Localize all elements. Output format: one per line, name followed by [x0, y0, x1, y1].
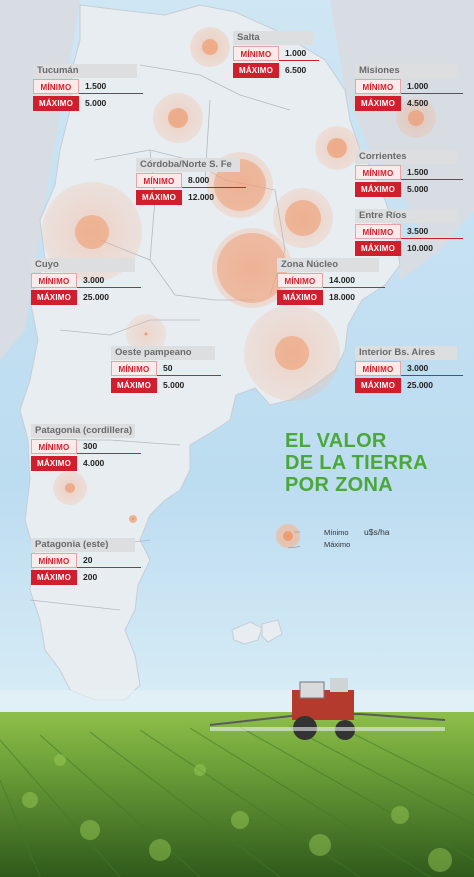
max-value: 4.500 — [407, 98, 429, 108]
min-value: 14.000 — [329, 275, 355, 285]
zone-box: Cuyo MÍNIMO 3.000 MÁXIMO 25.000 — [31, 258, 141, 306]
zone-box: Córdoba/Norte S. Fe MÍNIMO 8.000 MÁXIMO 12… — [136, 158, 246, 206]
zone-name: Córdoba/Norte S. Fe — [136, 158, 240, 172]
max-badge: MÁXIMO — [33, 96, 79, 111]
zone-name: Patagonia (este) — [31, 538, 135, 552]
min-badge: MÍNIMO — [355, 79, 401, 94]
min-value: 1.500 — [85, 81, 107, 91]
min-badge: MÍNIMO — [31, 553, 77, 568]
islands — [231, 619, 283, 645]
max-value: 18.000 — [329, 292, 355, 302]
max-badge: MÁXIMO — [277, 290, 323, 305]
max-badge: MÁXIMO — [31, 570, 77, 585]
zone-name: Misiones — [355, 64, 457, 78]
zone-box: Patagonia (este) MÍNIMO 20 MÁXIMO 200 — [31, 538, 141, 586]
max-value: 5.000 — [85, 98, 107, 108]
max-badge: MÁXIMO — [355, 96, 401, 111]
min-badge: MÍNIMO — [233, 46, 279, 61]
zone-name: Tucumán — [33, 64, 137, 78]
max-badge: MÁXIMO — [355, 378, 401, 393]
tractor — [209, 678, 446, 740]
min-value: 3.000 — [407, 363, 429, 373]
legend-min-label: Mínimo — [324, 528, 349, 537]
max-value: 4.000 — [83, 458, 105, 468]
crop-rows — [0, 726, 474, 877]
min-value: 1.000 — [285, 48, 307, 58]
min-badge: MÍNIMO — [31, 273, 77, 288]
crop-leaves — [22, 754, 452, 872]
zone-name: Interior Bs. Aires — [355, 346, 457, 360]
zone-name: Corrientes — [355, 150, 457, 164]
min-value: 8.000 — [188, 175, 210, 185]
zone-box: Interior Bs. Aires MÍNIMO 3.000 MÁXIMO 25.… — [355, 346, 463, 394]
zone-name: Salta — [233, 31, 313, 45]
zone-box: Patagonia (cordillera) MÍNIMO 300 MÁXIMO 4… — [31, 424, 141, 472]
max-badge: MÁXIMO — [233, 63, 279, 78]
zone-name: Patagonia (cordillera) — [31, 424, 135, 438]
zone-name: Cuyo — [31, 258, 135, 272]
legend-circles-icon — [276, 524, 300, 549]
min-value: 1.000 — [407, 81, 429, 91]
max-badge: MÁXIMO — [355, 182, 401, 197]
max-badge: MÁXIMO — [31, 290, 77, 305]
min-badge: MÍNIMO — [136, 173, 182, 188]
max-value: 200 — [83, 572, 98, 582]
min-value: 20 — [83, 555, 93, 565]
min-value: 3.000 — [83, 275, 105, 285]
zone-box: Entre Ríos MÍNIMO 3.500 MÁXIMO 10.000 — [355, 209, 463, 257]
zone-box: Salta MÍNIMO 1.000 MÁXIMO 6.500 — [233, 31, 319, 79]
max-value: 25.000 — [83, 292, 109, 302]
max-value: 5.000 — [407, 184, 429, 194]
headline-line-2: DE LA TIERRA — [285, 452, 428, 474]
headline-line-3: POR ZONA — [285, 474, 393, 496]
min-badge: MÍNIMO — [355, 165, 401, 180]
max-value: 12.000 — [188, 192, 214, 202]
min-badge: MÍNIMO — [277, 273, 323, 288]
min-value: 1.500 — [407, 167, 429, 177]
min-badge: MÍNIMO — [111, 361, 157, 376]
zone-box: Oeste pampeano MÍNIMO 50 MÁXIMO 5.000 — [111, 346, 221, 394]
zone-box: Corrientes MÍNIMO 1.500 MÁXIMO 5.000 — [355, 150, 463, 198]
max-badge: MÁXIMO — [111, 378, 157, 393]
max-value: 6.500 — [285, 65, 307, 75]
zone-name: Entre Ríos — [355, 209, 457, 223]
min-value: 3.500 — [407, 226, 429, 236]
min-value: 300 — [83, 441, 98, 451]
min-badge: MÍNIMO — [31, 439, 77, 454]
min-value: 50 — [163, 363, 173, 373]
min-badge: MÍNIMO — [355, 361, 401, 376]
legend-max-label: Máximo — [324, 540, 351, 549]
max-badge: MÁXIMO — [136, 190, 182, 205]
headline-line-1: EL VALOR — [285, 430, 387, 452]
legend-unit: u$s/ha — [364, 527, 390, 537]
zone-box: Zona Núcleo MÍNIMO 14.000 MÁXIMO 18.000 — [277, 258, 385, 306]
min-badge: MÍNIMO — [33, 79, 79, 94]
min-badge: MÍNIMO — [355, 224, 401, 239]
max-value: 5.000 — [163, 380, 185, 390]
legend: Mínimo Máximo u$s/ha — [266, 522, 436, 556]
zone-name: Zona Núcleo — [277, 258, 379, 272]
zone-box: Tucumán MÍNIMO 1.500 MÁXIMO 5.000 — [33, 64, 143, 112]
max-badge: MÁXIMO — [31, 456, 77, 471]
zone-box: Misiones MÍNIMO 1.000 MÁXIMO 4.500 — [355, 64, 463, 112]
zone-name: Oeste pampeano — [111, 346, 215, 360]
value-bubbles — [42, 27, 436, 523]
max-badge: MÁXIMO — [355, 241, 401, 256]
headline: EL VALOR DE LA TIERRA POR ZONA — [285, 430, 428, 496]
max-value: 25.000 — [407, 380, 433, 390]
max-value: 10.000 — [407, 243, 433, 253]
